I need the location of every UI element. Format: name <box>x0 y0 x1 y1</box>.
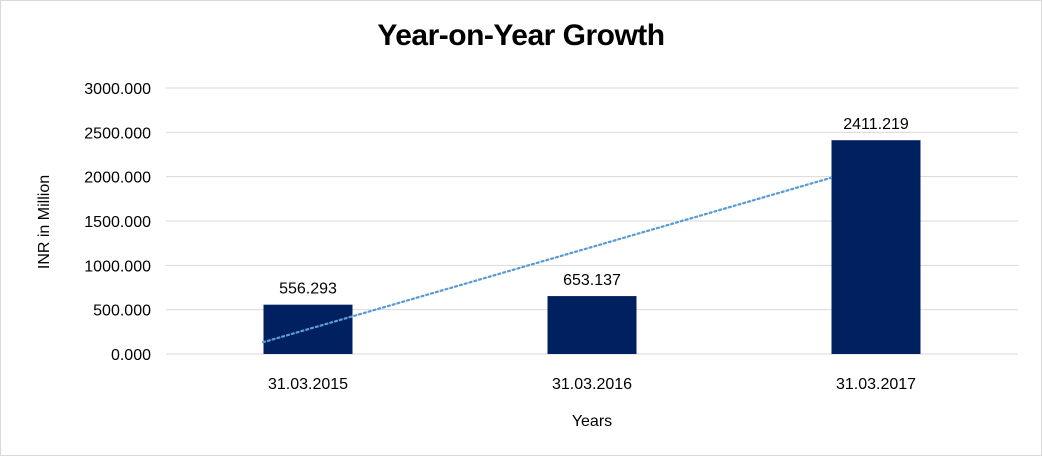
trendline-line <box>261 176 833 344</box>
y-tick-label: 0.000 <box>111 347 151 364</box>
y-axis-title: INR in Million <box>36 175 53 269</box>
y-tick-label: 2000.000 <box>84 170 151 187</box>
y-tick-label: 2500.000 <box>84 125 151 142</box>
x-tick-label: 31.03.2017 <box>836 376 916 393</box>
x-tick-label: 31.03.2015 <box>268 376 348 393</box>
labels: 0.000 500.000 1000.000 1500.000 2000.000 2500… <box>84 81 916 393</box>
y-tick-label: 3000.000 <box>84 81 151 98</box>
y-tick-label: 500.000 <box>93 303 151 320</box>
bars <box>263 140 921 354</box>
x-axis-title: Years <box>572 413 612 430</box>
data-label: 2411.219 <box>843 116 909 133</box>
bar <box>547 296 637 354</box>
bar <box>831 140 921 354</box>
trendline <box>261 176 833 344</box>
x-tick-label: 31.03.2016 <box>552 376 632 393</box>
data-label: 653.137 <box>563 272 621 289</box>
y-tick-label: 1500.000 <box>84 214 151 231</box>
chart-title: Year-on-Year Growth <box>377 19 665 52</box>
y-tick-label: 1000.000 <box>84 258 151 275</box>
data-label: 556.293 <box>279 281 337 298</box>
